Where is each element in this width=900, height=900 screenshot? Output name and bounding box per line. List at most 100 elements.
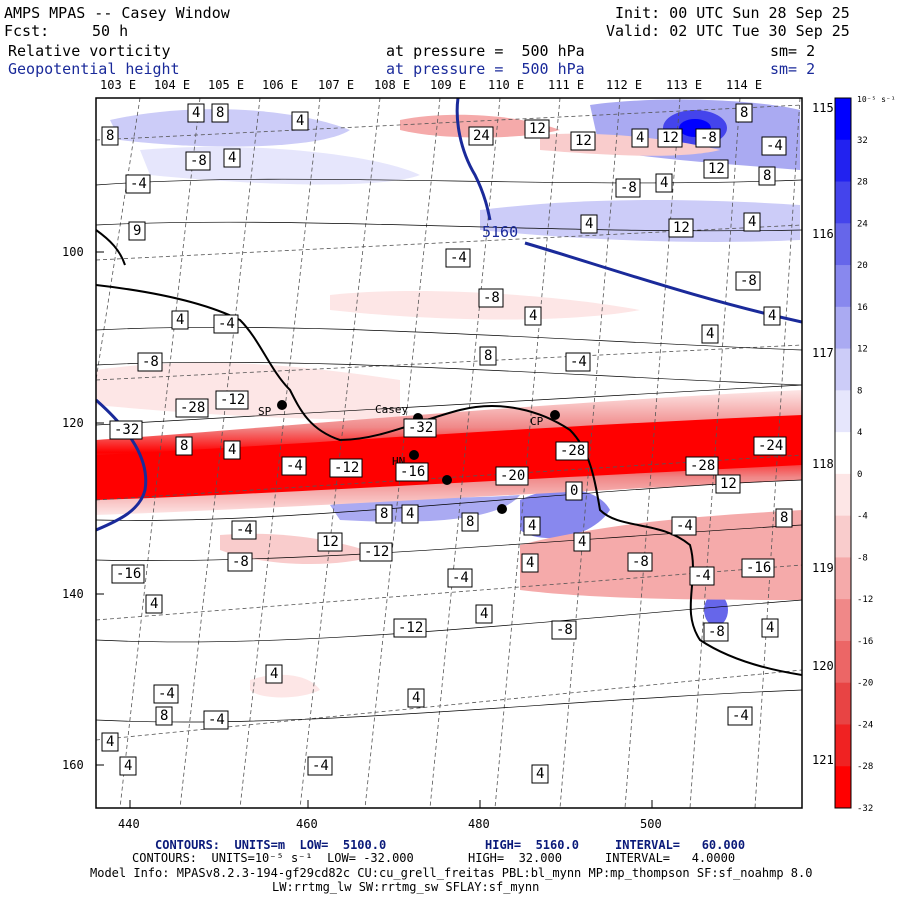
map-title: AMPS MPAS -- Casey Window <box>4 4 230 22</box>
contour-label: 4 <box>228 442 236 458</box>
contour-label-box <box>627 552 653 572</box>
height-contour <box>524 241 802 324</box>
colorbar-label: -32 <box>857 804 873 814</box>
contour-label-box <box>695 128 721 148</box>
contour-label-box <box>775 508 793 528</box>
contour-label-box <box>657 128 683 148</box>
lon-label: 111 E <box>548 78 584 92</box>
contour-label-box <box>307 756 333 776</box>
contour-label: -4 <box>570 354 587 370</box>
contour-label-box <box>128 221 146 241</box>
model-info-line2: LW:rrtmg_lw SW:rrtmg_sw SFLAY:sf_mynn <box>272 880 540 894</box>
contour-label-box <box>447 568 473 588</box>
vort-neg-area <box>220 533 380 565</box>
colorbar-label: 8 <box>857 386 862 396</box>
contour-label: 12 <box>720 476 737 492</box>
contour-label: 4 <box>228 150 236 166</box>
contour-label: -12 <box>334 460 359 476</box>
coastline <box>96 229 126 266</box>
x-axis-label: 480 <box>468 817 490 831</box>
contour-label: 4 <box>296 113 304 129</box>
colorbar-swatch <box>835 265 851 308</box>
colorbar-label: -8 <box>857 553 868 563</box>
y-axis-label: 120 <box>62 416 84 430</box>
contour-label: 4 <box>585 216 593 232</box>
contour-label-box <box>761 618 779 638</box>
map-frame <box>95 97 803 809</box>
contour-label-box <box>155 706 173 726</box>
contour-label: -4 <box>766 138 783 154</box>
colorbar-swatch <box>835 432 851 475</box>
contour-label: -16 <box>116 566 141 582</box>
contour-label-box <box>703 622 729 642</box>
colorbar-label: 0 <box>857 470 862 480</box>
contour-label-box <box>145 594 163 614</box>
colorbar-label: 4 <box>857 428 862 438</box>
contour-label-box <box>524 306 542 326</box>
contour-label: 4 <box>529 308 537 324</box>
contour-label: -4 <box>158 686 175 702</box>
init-time: Init: 00 UTC Sun 28 Sep 25 <box>615 4 850 22</box>
colorbar: 10⁻⁵ s⁻¹ 32 28 24 20 16 12 8 4 0 -4 -8 -12 -16 -20 -24… <box>834 95 896 814</box>
contour-label-box <box>495 466 529 486</box>
contour-label-box <box>668 218 694 238</box>
contour-label: 4 <box>578 534 586 550</box>
contour-label-box <box>291 111 309 131</box>
contour-label: 12 <box>673 220 690 236</box>
contour-label-box <box>655 173 673 193</box>
contour-label-box <box>763 306 781 326</box>
contour-label-box <box>479 346 497 366</box>
contour-label-box <box>281 456 307 476</box>
contour-label: 12 <box>662 130 679 146</box>
contour-label: -20 <box>500 468 525 484</box>
colorbar-swatch <box>835 98 851 141</box>
contour-label-box <box>565 352 591 372</box>
contour-label-box <box>375 504 393 524</box>
contour-label: 4 <box>176 312 184 328</box>
contour-label: -32 <box>408 420 433 436</box>
contour-label: -8 <box>740 273 757 289</box>
x-axis-label: 440 <box>118 817 140 831</box>
contour-label-box <box>531 764 549 784</box>
contour-label: 8 <box>484 348 492 364</box>
lon-label: 109 E <box>430 78 466 92</box>
contour-label-box <box>580 214 598 234</box>
contour-label: 24 <box>473 128 490 144</box>
contour-label-box <box>689 566 715 586</box>
contour-label-box <box>111 564 145 584</box>
field2-smooth: sm= 2 <box>770 60 816 78</box>
contour-label-box <box>524 119 550 139</box>
contour-label-box <box>701 324 719 344</box>
contour-label: -12 <box>220 392 245 408</box>
field1-level: at pressure = 500 hPa <box>386 42 585 60</box>
contour-label: -8 <box>556 622 573 638</box>
contour-label-box <box>101 732 119 752</box>
contour-label: 4 <box>536 766 544 782</box>
contour-label-box <box>125 174 151 194</box>
colorbar-label: 32 <box>857 136 868 146</box>
colorbar-label: 16 <box>857 303 868 313</box>
contour-label: 0 <box>570 483 578 499</box>
colorbar-label: -4 <box>857 512 868 522</box>
contour-label: 4 <box>406 506 414 522</box>
map-fields <box>96 98 802 808</box>
contour-label: 8 <box>380 506 388 522</box>
contour-label-box <box>523 516 541 536</box>
contours2-interval: INTERVAL= 4.0000 <box>605 851 736 865</box>
colorbar-frame <box>834 97 852 809</box>
contour-label-box <box>478 288 504 308</box>
contour-label: 12 <box>322 534 339 550</box>
contour-label-box <box>671 516 697 536</box>
colorbar-label: -28 <box>857 762 873 772</box>
contour-label: -28 <box>690 458 715 474</box>
contour-label: 8 <box>180 438 188 454</box>
contour-label: -12 <box>398 620 423 636</box>
colorbar-swatch <box>835 724 851 767</box>
contour-label: -8 <box>700 130 717 146</box>
contour-label-box <box>227 552 253 572</box>
colorbar-swatch <box>835 682 851 725</box>
contour-label: 4 <box>766 620 774 636</box>
lon-label: 107 E <box>318 78 354 92</box>
contour-label: -28 <box>560 443 585 459</box>
